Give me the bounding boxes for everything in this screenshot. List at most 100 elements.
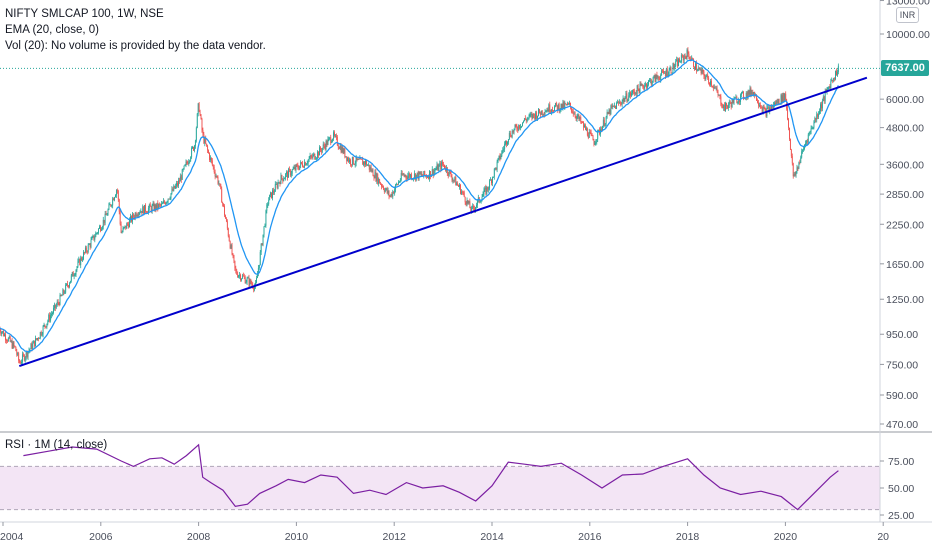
candle-body — [53, 308, 54, 313]
candle-body — [787, 109, 788, 120]
candle-body — [389, 191, 390, 196]
candle-body — [656, 75, 657, 82]
candle-body — [271, 192, 272, 198]
candle-body — [636, 93, 637, 94]
candle-body — [164, 201, 165, 203]
candle-body — [51, 314, 52, 315]
candle-body — [495, 168, 496, 169]
candle-body — [719, 95, 720, 96]
candle-body — [233, 255, 234, 261]
legend-ema[interactable]: EMA (20, close, 0) — [5, 22, 266, 38]
candle-body — [708, 78, 709, 83]
candle-body — [300, 162, 301, 166]
candle-body — [490, 180, 491, 181]
currency-badge[interactable]: INR — [896, 7, 919, 23]
candle-body — [28, 352, 29, 357]
candle-body — [26, 351, 27, 357]
candle-body — [98, 229, 99, 233]
candle-body — [417, 173, 418, 175]
candle-body — [67, 284, 68, 286]
candle-body — [722, 107, 723, 108]
candle-body — [367, 165, 368, 166]
candle-body — [291, 174, 292, 176]
candle-body — [44, 325, 45, 326]
candle-body — [66, 284, 67, 285]
candle-body — [385, 190, 386, 192]
candle-body — [809, 132, 810, 134]
candle-body — [327, 139, 328, 145]
candle-body — [153, 204, 154, 206]
candle-body — [834, 78, 835, 79]
candle-body — [378, 179, 379, 184]
candle-body — [609, 110, 610, 114]
legend-volume[interactable]: Vol (20): No volume is provided by the d… — [5, 38, 266, 54]
candle-body — [230, 241, 231, 248]
candle-body — [304, 162, 305, 167]
candle-body — [4, 334, 5, 336]
candle-body — [420, 172, 421, 174]
candle-body — [436, 169, 437, 170]
candle-body — [298, 168, 299, 169]
candle-body — [249, 280, 250, 286]
candle-body — [293, 169, 294, 170]
candle-body — [319, 147, 320, 155]
candle-body — [516, 126, 517, 129]
legend-symbol[interactable]: NIFTY SMLCAP 100, 1W, NSE — [5, 6, 266, 22]
candle-body — [731, 103, 732, 107]
candle-body — [191, 148, 192, 157]
candle-body — [781, 95, 782, 102]
candle-body — [49, 315, 50, 320]
candle-body — [3, 331, 4, 336]
candle-body — [484, 188, 485, 190]
candle-body — [759, 105, 760, 106]
candle-body — [711, 81, 712, 86]
candle-body — [118, 191, 119, 200]
candle-body — [250, 280, 251, 284]
candles — [0, 47, 839, 366]
rsi-legend[interactable]: RSI · 1M (14, close) — [5, 439, 107, 451]
candle-body — [515, 125, 516, 126]
price-tick-label: 470.00 — [886, 419, 918, 431]
candle-body — [469, 201, 470, 208]
candle-body — [461, 192, 462, 194]
candle-body — [795, 174, 796, 175]
candle-body — [284, 178, 285, 179]
candle-body — [96, 233, 97, 234]
candle-body — [225, 215, 226, 218]
candle-body — [778, 99, 779, 103]
candle-body — [265, 211, 266, 226]
candle-body — [678, 59, 679, 66]
candle-body — [741, 93, 742, 95]
candle-body — [726, 103, 727, 106]
candle-body — [785, 94, 786, 100]
candle-body — [172, 189, 173, 191]
candle-body — [318, 152, 319, 156]
candle-body — [216, 176, 217, 177]
candle-body — [569, 103, 570, 104]
candle-body — [819, 111, 820, 114]
candle-body — [572, 111, 573, 112]
candle-body — [276, 184, 277, 185]
candle-body — [170, 198, 171, 199]
candle-body — [627, 100, 628, 101]
candle-body — [387, 188, 388, 193]
candle-body — [750, 88, 751, 94]
candle-body — [500, 156, 501, 159]
candle-body — [502, 150, 503, 151]
candle-body — [132, 214, 133, 221]
candle-body — [488, 188, 489, 189]
candle-body — [22, 354, 23, 361]
candle-body — [404, 175, 405, 176]
candle-body — [155, 205, 156, 210]
candle-body — [196, 128, 197, 141]
candle-body — [113, 199, 114, 201]
candle-body — [529, 115, 530, 118]
candle-body — [770, 107, 771, 109]
candle-body — [277, 184, 278, 188]
candle-body — [701, 69, 702, 73]
candle-body — [664, 73, 665, 74]
candle-body — [10, 337, 11, 342]
candle-body — [186, 162, 187, 165]
